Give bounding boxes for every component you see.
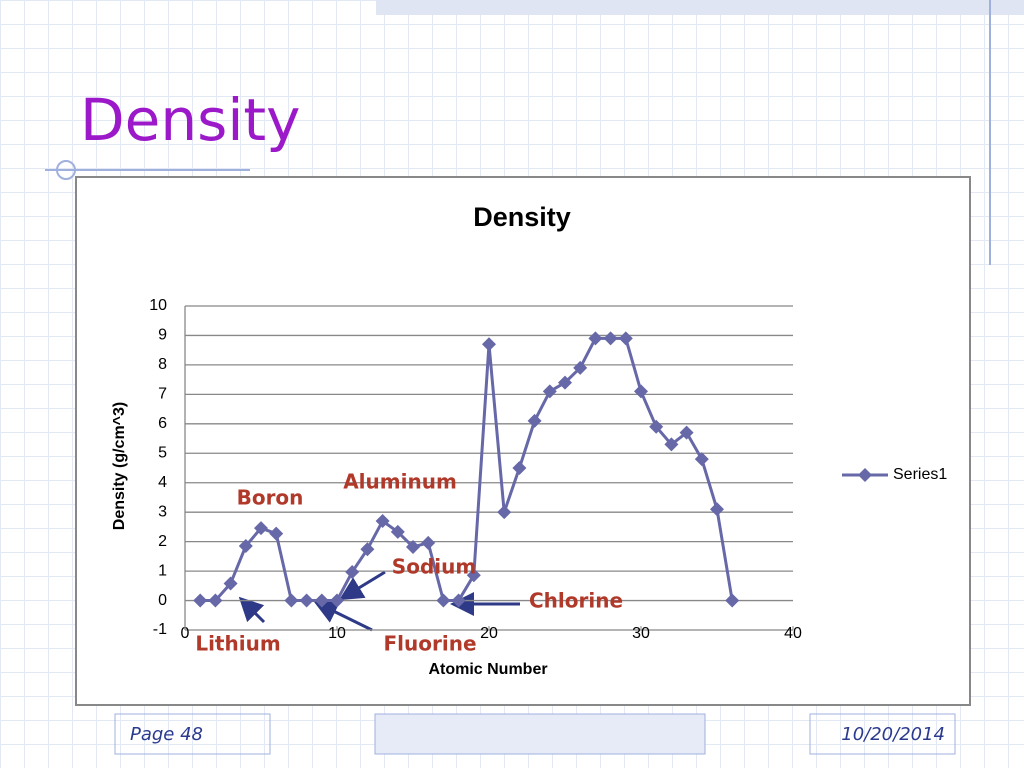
annotation: Fluorine [383, 632, 476, 656]
deco-circle [56, 160, 76, 180]
point [634, 384, 648, 399]
y-tick-label: 2 [158, 533, 167, 550]
point [299, 593, 314, 608]
footer-box [374, 713, 706, 755]
legend-label: Series1 [893, 466, 947, 483]
y-tick-label: 5 [158, 444, 167, 461]
y-tick-label: 8 [158, 356, 167, 373]
point [482, 337, 496, 352]
x-tick-label: 20 [480, 625, 498, 642]
point [527, 413, 542, 428]
x-tick-label: 10 [328, 625, 346, 642]
annotation: Boron [237, 486, 304, 510]
point [330, 593, 344, 608]
point [223, 576, 238, 591]
point [588, 331, 603, 346]
y-tick-label: 1 [158, 562, 167, 579]
arrow [313, 601, 373, 632]
point [558, 375, 572, 390]
point [390, 524, 405, 539]
point [466, 568, 481, 583]
point [284, 593, 299, 608]
point [314, 593, 329, 608]
annotation: Chlorine [529, 589, 623, 613]
point [360, 542, 375, 557]
annotation: Lithium [195, 632, 280, 656]
date: 10/20/2014 [841, 724, 945, 745]
chart-title: Density [473, 202, 571, 232]
point [208, 593, 223, 608]
point [345, 564, 360, 579]
y-tick-label: 6 [158, 415, 167, 432]
x-tick-label: 0 [181, 625, 190, 642]
point [238, 539, 253, 554]
y-tick-label: 0 [158, 592, 167, 609]
arrow [238, 596, 266, 624]
point [269, 526, 284, 541]
point [451, 593, 466, 608]
annotation: Sodium [392, 555, 476, 579]
y-axis-label: Density (g/cm^3) [111, 402, 128, 530]
point [193, 593, 208, 608]
point [512, 461, 527, 475]
footer-box [114, 713, 271, 755]
point [375, 514, 390, 529]
y-tick-label: 7 [158, 386, 167, 403]
y-tick-label: 10 [149, 297, 167, 314]
point [542, 384, 557, 399]
y-tick-label: 3 [158, 503, 167, 520]
x-tick-label: 40 [784, 625, 802, 642]
point [694, 452, 709, 467]
y-tick-label: -1 [153, 621, 167, 638]
point [603, 331, 618, 346]
point [406, 539, 420, 554]
point [710, 502, 724, 517]
point [254, 521, 268, 536]
page-number: Page 48 [130, 724, 203, 745]
x-tick-label: 30 [632, 625, 650, 642]
deco-bar [376, 0, 1024, 15]
series-line [200, 336, 734, 603]
point [618, 331, 633, 346]
point [436, 593, 451, 608]
chart-frame [75, 176, 971, 706]
point [649, 419, 664, 434]
annotation: Aluminum [343, 470, 457, 494]
y-tick-label: 4 [158, 474, 167, 491]
y-tick-label: 9 [158, 327, 167, 344]
point [573, 360, 588, 375]
arrow [338, 570, 386, 601]
point [664, 437, 679, 452]
point [421, 535, 436, 550]
x-axis-label: Atomic Number [428, 661, 547, 678]
slide-title: Density [80, 86, 301, 154]
legend-marker [858, 468, 872, 482]
footer-box [809, 713, 956, 755]
point [679, 425, 694, 440]
point [497, 505, 512, 520]
point [725, 593, 740, 608]
